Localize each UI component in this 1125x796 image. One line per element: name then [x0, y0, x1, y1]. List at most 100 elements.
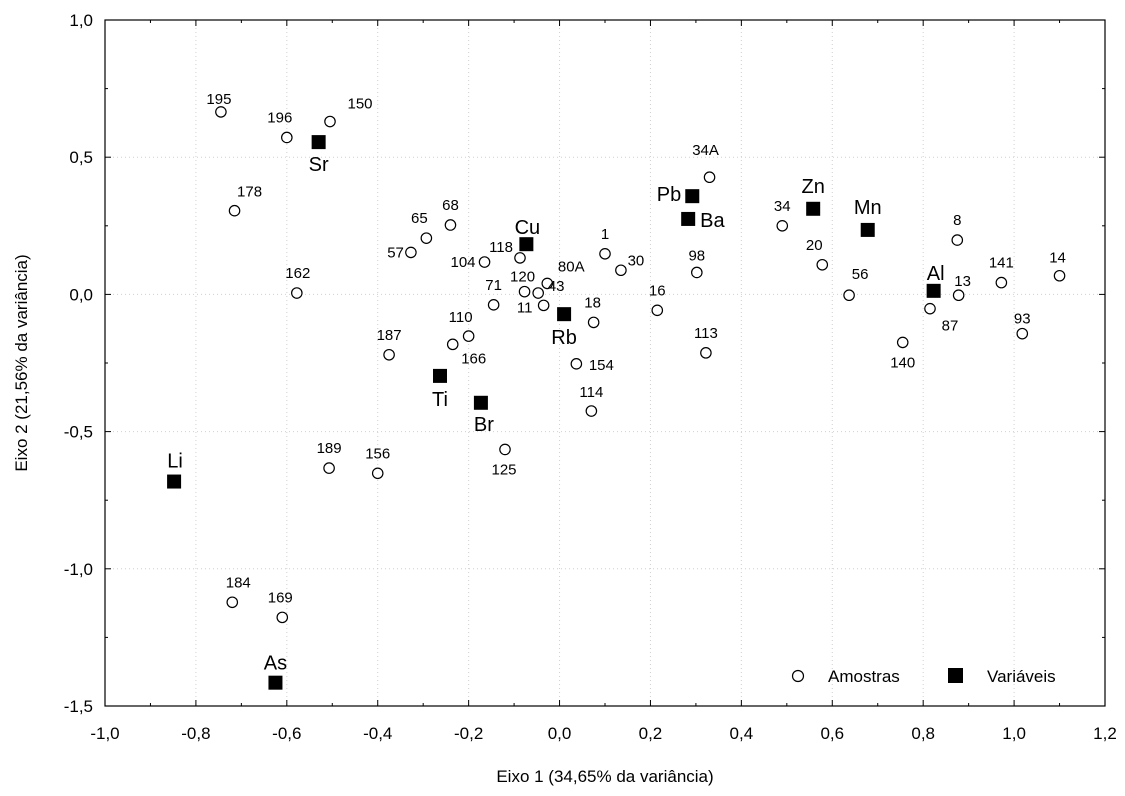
- sample-marker: [383, 348, 395, 361]
- sample-marker: [1053, 269, 1066, 282]
- sample-marker: [537, 299, 550, 312]
- y-tick-labels: -1,5 -1,0 -0,5 0,0 0,5 1,0: [64, 11, 93, 716]
- sample-label: 113: [694, 325, 718, 342]
- sample-marker: [541, 277, 554, 290]
- sample-label: 65: [411, 210, 428, 227]
- sample-marker: [276, 611, 289, 624]
- sample-marker: [816, 258, 829, 271]
- sample-marker: [615, 264, 627, 277]
- variable-marker: [268, 675, 283, 690]
- variable-marker: [519, 237, 534, 252]
- sample-marker: [532, 287, 544, 299]
- sample-marker: [896, 336, 909, 349]
- x-tick-label: 0,2: [639, 724, 663, 743]
- sample-label: 125: [491, 461, 516, 478]
- legend-square-marker: [948, 668, 963, 683]
- x-tick-label: -0,8: [181, 724, 210, 743]
- data-points: 195 15019617816265685710411812080A4311711…: [167, 91, 1066, 690]
- sample-label: 156: [365, 445, 390, 462]
- sample-marker: [776, 220, 789, 232]
- sample-marker: [478, 256, 491, 268]
- grid: [105, 20, 1105, 706]
- sample-label: 80A: [558, 258, 585, 275]
- sample-marker: [924, 302, 936, 315]
- legend-label-variaveis: Variáveis: [987, 667, 1056, 686]
- sample-label: 110: [449, 309, 473, 326]
- sample-label: 1: [601, 226, 609, 243]
- sample-label: 196: [267, 109, 292, 126]
- variable-label: Pb: [657, 184, 681, 206]
- sample-label: 93: [1014, 311, 1031, 328]
- x-tick-label: 1,0: [1002, 724, 1026, 743]
- variable-label: Mn: [854, 197, 882, 219]
- sample-label: 11: [517, 299, 533, 316]
- sample-label: 141: [989, 255, 1014, 272]
- y-axis-title: Eixo 2 (21,56% da variância): [12, 254, 31, 471]
- sample-marker: [691, 266, 703, 279]
- y-tick-label: -0,5: [64, 423, 93, 442]
- sample-label: 150: [347, 96, 372, 113]
- sample-marker: [651, 304, 664, 317]
- sample-label: 195: [206, 91, 231, 108]
- legend-circle-marker: [791, 669, 805, 683]
- variable-marker: [860, 222, 875, 237]
- variable-marker: [926, 283, 941, 298]
- variable-marker: [681, 211, 696, 226]
- sample-label: 87: [942, 318, 959, 335]
- x-tick-label: 0,0: [548, 724, 572, 743]
- sample-marker: [703, 171, 716, 184]
- sample-marker: [323, 462, 335, 474]
- sample-marker: [226, 596, 239, 609]
- sample-marker: [405, 246, 417, 259]
- sample-label: 187: [377, 327, 402, 344]
- variable-label: As: [264, 653, 287, 675]
- x-tick-label: -1,0: [90, 724, 119, 743]
- sample-marker: [599, 247, 611, 260]
- sample-marker: [446, 338, 459, 351]
- sample-marker: [487, 299, 500, 311]
- sample-marker: [371, 467, 384, 480]
- x-tick-labels: -1,0 -0,8 -0,6 -0,4 -0,2 0,0 0,2 0,4 0,6 0,8 1,0 1,…: [90, 724, 1116, 743]
- sample-label: 140: [890, 354, 915, 371]
- sample-marker: [587, 316, 600, 329]
- variable-marker: [473, 395, 488, 410]
- y-tick-label: 0,0: [69, 285, 93, 304]
- sample-marker: [499, 443, 511, 456]
- variable-label: Li: [167, 451, 183, 473]
- sample-label: 71: [485, 277, 502, 294]
- sample-label: 114: [579, 384, 603, 401]
- sample-marker: [995, 276, 1008, 289]
- sample-marker: [700, 347, 712, 359]
- sample-marker: [951, 234, 964, 246]
- sample-label: 104: [451, 254, 476, 271]
- sample-label: 14: [1049, 250, 1066, 267]
- variable-label: Br: [474, 414, 494, 436]
- variable-marker: [685, 189, 700, 204]
- x-tick-label: 0,4: [730, 724, 754, 743]
- sample-label: 154: [589, 357, 614, 374]
- sample-label: 57: [387, 244, 404, 261]
- legend-label-amostras: Amostras: [828, 667, 900, 686]
- y-tick-label: 0,5: [69, 148, 93, 167]
- sample-marker: [462, 330, 475, 342]
- sample-label: 118: [489, 239, 513, 256]
- variable-marker: [557, 307, 572, 322]
- legend: Amostras Variáveis: [791, 667, 1056, 686]
- y-tick-label: -1,0: [64, 560, 93, 579]
- sample-label: 166: [461, 350, 486, 367]
- sample-label: 68: [442, 197, 459, 214]
- sample-label: 20: [806, 237, 823, 254]
- sample-label: 18: [584, 294, 601, 311]
- sample-marker: [1016, 327, 1029, 340]
- sample-marker: [324, 115, 336, 128]
- sample-label: 43: [548, 278, 565, 295]
- variable-label: Cu: [515, 217, 541, 239]
- x-tick-label: 0,6: [820, 724, 844, 743]
- sample-label: 169: [268, 589, 293, 606]
- sample-label: 16: [649, 282, 666, 299]
- sample-label: 120: [510, 269, 535, 286]
- sample-marker: [518, 285, 531, 298]
- variable-label: Ti: [432, 389, 448, 411]
